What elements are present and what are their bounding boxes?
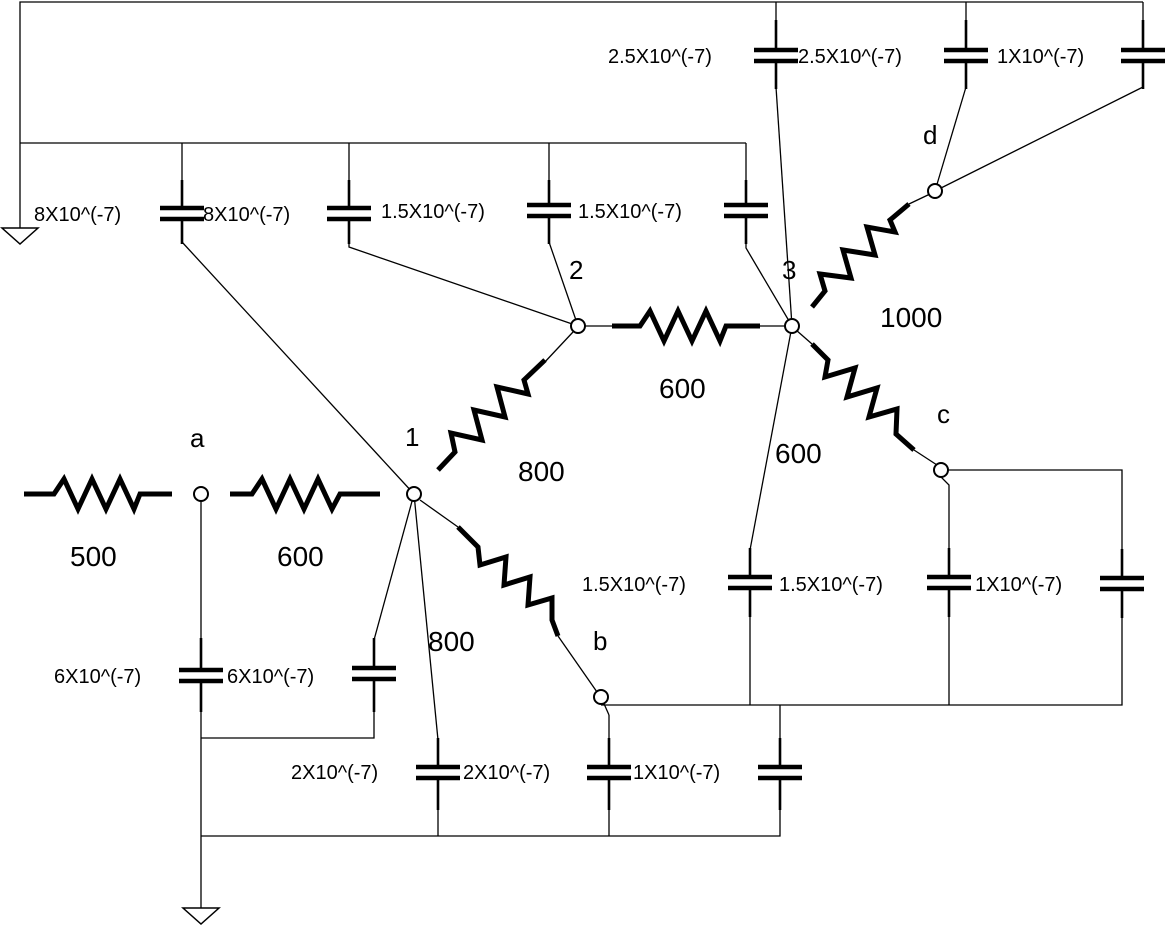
resistor-label-3-c-wire: 600 [775, 438, 822, 469]
resistor-label-1-b: 800 [428, 626, 475, 657]
node-label-a: a [190, 423, 205, 453]
capacitor-top-4 [724, 180, 768, 244]
node-c-marker [933, 462, 949, 478]
capacitor-top-3 [527, 180, 571, 244]
capacitor-label: 1X10^(-7) [975, 574, 1062, 596]
node-markers [193, 183, 949, 705]
capacitor-top-5 [754, 20, 798, 89]
ground-icon [0, 227, 40, 246]
capacitor-label: 2X10^(-7) [463, 762, 550, 784]
capacitor-top-2 [327, 180, 371, 244]
resistor-3-c [810, 342, 916, 452]
capacitor-label: 1.5X10^(-7) [578, 201, 682, 223]
resistor-1-2 [436, 358, 547, 472]
capacitor-labels: 8X10^(-7) 8X10^(-7) 1.5X10^(-7) 1.5X10^(… [34, 46, 1084, 784]
node-1-marker [406, 486, 422, 502]
node-label-c: c [937, 399, 950, 429]
capacitor-label: 2X10^(-7) [291, 762, 378, 784]
capacitor-label: 1.5X10^(-7) [381, 201, 485, 223]
node-2-marker [570, 318, 586, 334]
node-label-3: 3 [782, 255, 796, 285]
capacitor-label: 6X10^(-7) [227, 666, 314, 688]
capacitor-label: 2.5X10^(-7) [608, 46, 712, 68]
resistor-label-2-3: 600 [659, 373, 706, 404]
capacitor-right-3 [1100, 549, 1144, 618]
node-d-marker [927, 183, 943, 199]
capacitor-label: 1X10^(-7) [997, 46, 1084, 68]
node-3-marker [784, 318, 800, 334]
node-b-marker [593, 689, 609, 705]
capacitor-bottom-3 [758, 738, 802, 810]
capacitor-label: 2.5X10^(-7) [798, 46, 902, 68]
capacitor-label: 1.5X10^(-7) [779, 574, 883, 596]
resistors [24, 202, 916, 637]
resistor-labels: 500 600 800 600 600 1000 800 [70, 302, 942, 657]
resistor-1-b [456, 525, 561, 637]
resistor-label-500: 500 [70, 541, 117, 572]
capacitor-label: 1X10^(-7) [633, 762, 720, 784]
node-labels: 1 2 3 a b c d [190, 120, 950, 656]
capacitor-label: 8X10^(-7) [203, 204, 290, 226]
capacitor-bottom-1 [416, 738, 460, 810]
node-a-marker [193, 486, 209, 502]
capacitor-right-1 [728, 548, 772, 617]
capacitor-bottom-2 [587, 738, 631, 810]
capacitor-top-7 [1121, 20, 1165, 89]
ground-icon [181, 907, 221, 926]
resistor-500 [24, 473, 172, 516]
node-label-d: d [923, 120, 937, 150]
resistor-3-d [810, 202, 911, 309]
wiring [19, 1, 1144, 908]
resistor-label-3-d: 1000 [880, 302, 942, 333]
capacitor-top-6 [944, 20, 988, 89]
capacitors [160, 20, 1165, 810]
capacitor-label: 1.5X10^(-7) [582, 574, 686, 596]
capacitor-left-1 [179, 638, 223, 712]
resistor-2-3 [612, 305, 760, 348]
node-label-2: 2 [569, 255, 583, 285]
resistor-a-1 [230, 473, 380, 515]
capacitor-left-2 [352, 638, 396, 712]
resistor-label-a-1: 600 [277, 541, 324, 572]
resistor-label-1-2: 800 [518, 456, 565, 487]
capacitor-label: 6X10^(-7) [54, 666, 141, 688]
capacitor-right-2 [927, 548, 971, 617]
node-label-b: b [593, 626, 607, 656]
node-label-1: 1 [405, 422, 419, 452]
capacitor-top-1 [160, 180, 204, 244]
capacitor-label: 8X10^(-7) [34, 204, 121, 226]
